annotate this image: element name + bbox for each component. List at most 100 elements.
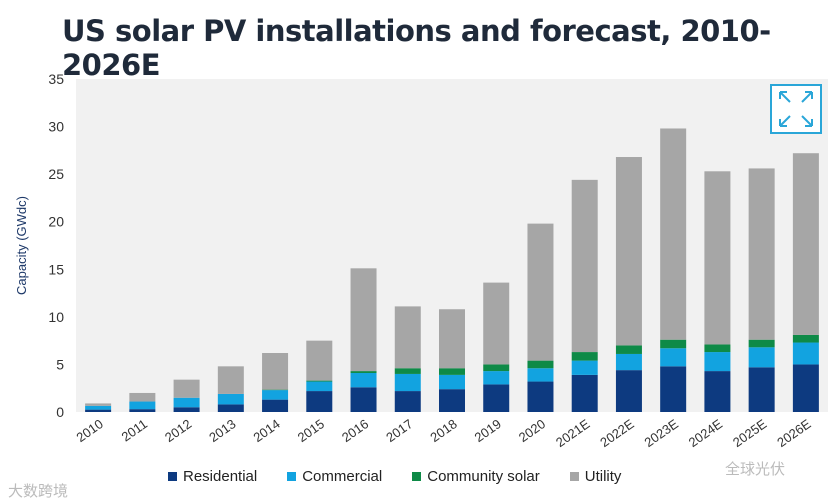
legend: Residential Commercial Community solar Util… <box>168 468 621 485</box>
x-tick-label: 2016 <box>339 416 371 445</box>
bar-community-solar <box>394 368 421 374</box>
y-tick-label: 30 <box>48 119 64 135</box>
bar-utility <box>704 171 731 345</box>
x-tick-label: 2025E <box>730 416 770 450</box>
x-tick-label: 2023E <box>641 416 681 450</box>
legend-item: Utility <box>569 468 622 485</box>
bar-community-solar <box>306 380 333 382</box>
bar-community-solar <box>704 344 731 353</box>
bar-commercial <box>173 397 200 408</box>
legend-label: Commercial <box>302 468 383 485</box>
bar-residential <box>527 381 554 412</box>
bar-residential <box>350 387 377 412</box>
x-tick-label: 2022E <box>597 416 637 450</box>
expand-button[interactable] <box>770 84 822 134</box>
bar-community-solar <box>527 360 554 369</box>
bar-utility <box>85 403 112 406</box>
bar-utility <box>394 306 421 369</box>
bar-residential <box>262 399 289 412</box>
legend-swatch <box>168 472 177 481</box>
bar-utility <box>350 268 377 372</box>
bar-residential <box>394 391 421 412</box>
legend-label: Community solar <box>427 468 540 485</box>
x-tick-label: 2017 <box>383 416 415 445</box>
y-tick-label: 20 <box>48 214 64 230</box>
bar-commercial <box>748 347 775 368</box>
x-tick-label: 2021E <box>553 416 593 450</box>
bar-residential <box>704 371 731 412</box>
bar-commercial <box>439 374 465 390</box>
bar-commercial <box>527 368 554 382</box>
y-tick-label: 0 <box>56 404 64 420</box>
legend-item: Community solar <box>412 468 540 485</box>
bar-utility <box>173 379 200 398</box>
bar-residential <box>748 367 775 412</box>
y-tick-label: 35 <box>48 71 64 87</box>
bar-commercial <box>217 393 244 405</box>
bar-utility <box>792 153 819 335</box>
chart-title: US solar PV installations and forecast, … <box>62 14 771 82</box>
bar-utility <box>748 168 775 340</box>
bar-community-solar <box>660 339 687 349</box>
y-axis-label: Capacity (GWdc) <box>14 196 29 295</box>
y-tick-label: 25 <box>48 166 64 182</box>
bar-commercial <box>394 373 421 392</box>
bar-residential <box>571 374 598 412</box>
x-tick-label: 2014 <box>250 416 282 445</box>
y-tick-label: 10 <box>48 309 64 325</box>
bar-community-solar <box>571 352 598 361</box>
legend-label: Utility <box>584 468 622 485</box>
bar-residential <box>792 364 819 412</box>
bar-residential <box>306 391 333 412</box>
bar-utility <box>439 309 465 369</box>
legend-swatch <box>287 472 297 481</box>
legend-swatch <box>412 472 422 481</box>
bar-residential <box>85 409 112 412</box>
expand-icon <box>779 91 813 127</box>
bar-utility <box>615 157 642 346</box>
legend-item: Commercial <box>287 468 382 485</box>
bar-commercial <box>704 352 731 372</box>
bar-utility <box>262 353 289 390</box>
bar-residential <box>483 384 510 412</box>
bar-commercial <box>792 342 819 365</box>
y-tick-label: 5 <box>56 356 64 372</box>
x-tick-label: 2024E <box>686 416 726 450</box>
bar-commercial <box>129 401 156 410</box>
bar-residential <box>129 409 156 412</box>
bar-community-solar <box>439 368 465 375</box>
bar-community-solar <box>615 345 642 354</box>
bar-utility <box>217 366 244 394</box>
x-tick-label: 2020 <box>516 416 548 445</box>
bar-utility <box>129 392 156 402</box>
x-tick-label: 2026E <box>774 416 814 450</box>
watermark-left: 大数跨境 <box>8 483 69 500</box>
bar-commercial <box>350 372 377 388</box>
bar-commercial <box>85 405 112 410</box>
watermark-right: 全球光伏 <box>725 461 786 478</box>
legend-label: Residential <box>183 468 258 485</box>
bar-utility <box>571 179 598 353</box>
x-tick-label: 2018 <box>427 416 459 445</box>
bar-residential <box>615 370 642 412</box>
bar-commercial <box>615 353 642 371</box>
bar-commercial <box>306 381 333 392</box>
bar-community-solar <box>350 371 377 373</box>
legend-item: Residential <box>168 468 257 485</box>
bar-utility <box>660 128 687 340</box>
bar-residential <box>217 404 244 412</box>
bar-residential <box>660 366 687 412</box>
bar-residential <box>173 407 200 412</box>
x-tick-label: 2011 <box>119 416 151 444</box>
x-tick-label: 2015 <box>295 416 327 445</box>
bar-commercial <box>483 371 510 385</box>
x-tick-label: 2019 <box>472 416 504 445</box>
x-tick-label: 2010 <box>74 416 106 445</box>
bar-community-solar <box>748 339 775 348</box>
y-tick-label: 15 <box>48 261 64 277</box>
bar-community-solar <box>483 364 510 372</box>
bar-commercial <box>660 348 687 367</box>
bar-utility <box>483 282 510 365</box>
bar-utility <box>527 223 554 361</box>
